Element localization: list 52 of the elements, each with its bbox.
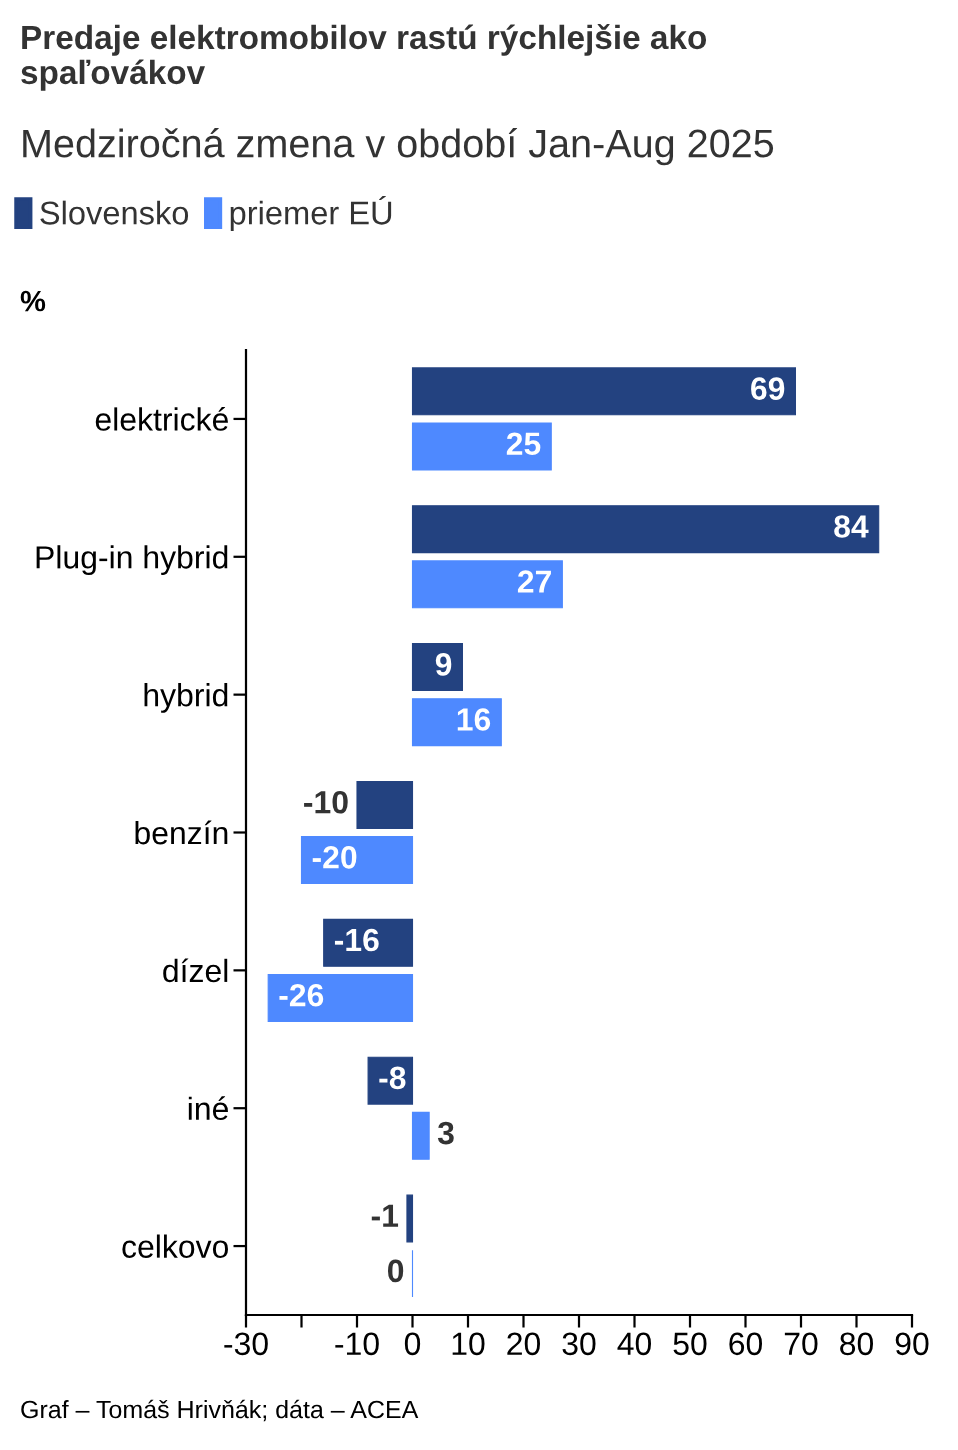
data-label: -16 <box>334 928 379 952</box>
y-tick-label: elektrické <box>95 406 228 431</box>
x-tick-label: 80 <box>840 1332 874 1356</box>
data-label: 69 <box>751 377 785 400</box>
bar <box>267 973 414 1022</box>
x-tick-label: 10 <box>452 1332 485 1356</box>
bar <box>411 1111 430 1160</box>
y-tick-label: celkovo <box>122 1234 228 1258</box>
bar <box>323 918 414 967</box>
x-tick-label: 20 <box>507 1332 541 1356</box>
y-tick-label: Plug-in hybrid <box>36 545 228 575</box>
bar <box>367 1056 414 1105</box>
legend-label: priemer EÚ <box>230 196 392 232</box>
bar <box>356 780 414 829</box>
y-tick-label: benzín <box>135 820 228 845</box>
chart-title: Predaje elektromobilov rastú rýchlejšie ako spaľovákov <box>21 24 707 91</box>
bar <box>411 698 502 747</box>
x-tick-label: 90 <box>895 1332 929 1356</box>
x-tick-label: 30 <box>562 1332 596 1356</box>
text: Graf – Tomáš Hrivňák; dáta – ACEA <box>21 1399 419 1422</box>
bar <box>411 643 464 692</box>
bar <box>300 836 414 885</box>
data-label: -1 <box>371 1204 399 1227</box>
bar <box>406 1194 414 1243</box>
y-tick-label: hybrid <box>144 683 228 713</box>
data-label: 0 <box>388 1259 404 1283</box>
y-tick-label: dízel <box>163 958 228 983</box>
data-label: -10 <box>304 790 348 814</box>
x-tick-label: 40 <box>617 1332 652 1356</box>
x-tick-label: 70 <box>784 1332 818 1356</box>
x-tick-label: 50 <box>673 1332 707 1356</box>
bar <box>411 560 563 609</box>
x-tick-label: -10 <box>335 1332 379 1356</box>
x-tick-label: -30 <box>224 1332 268 1356</box>
x-tick-label: 0 <box>404 1332 421 1356</box>
legend-label: Slovensko <box>40 200 189 225</box>
x-axis-title: % <box>20 290 46 312</box>
data-label: -26 <box>279 983 324 1007</box>
data-label: 27 <box>517 570 551 593</box>
data-label: 9 <box>435 653 452 676</box>
bar <box>411 367 797 416</box>
chart-subtitle: Medziročná zmena v období Jan-Aug 2025 <box>23 128 774 166</box>
bar <box>411 422 552 471</box>
data-label: -20 <box>312 846 357 869</box>
data-label: -8 <box>379 1066 406 1090</box>
data-label: 3 <box>437 1121 454 1145</box>
data-label: 16 <box>457 708 491 731</box>
data-label: 84 <box>834 515 869 538</box>
bar <box>411 505 880 554</box>
data-label: 25 <box>506 432 541 456</box>
y-tick-label: iné <box>188 1096 228 1121</box>
x-tick-label: 60 <box>729 1332 763 1356</box>
